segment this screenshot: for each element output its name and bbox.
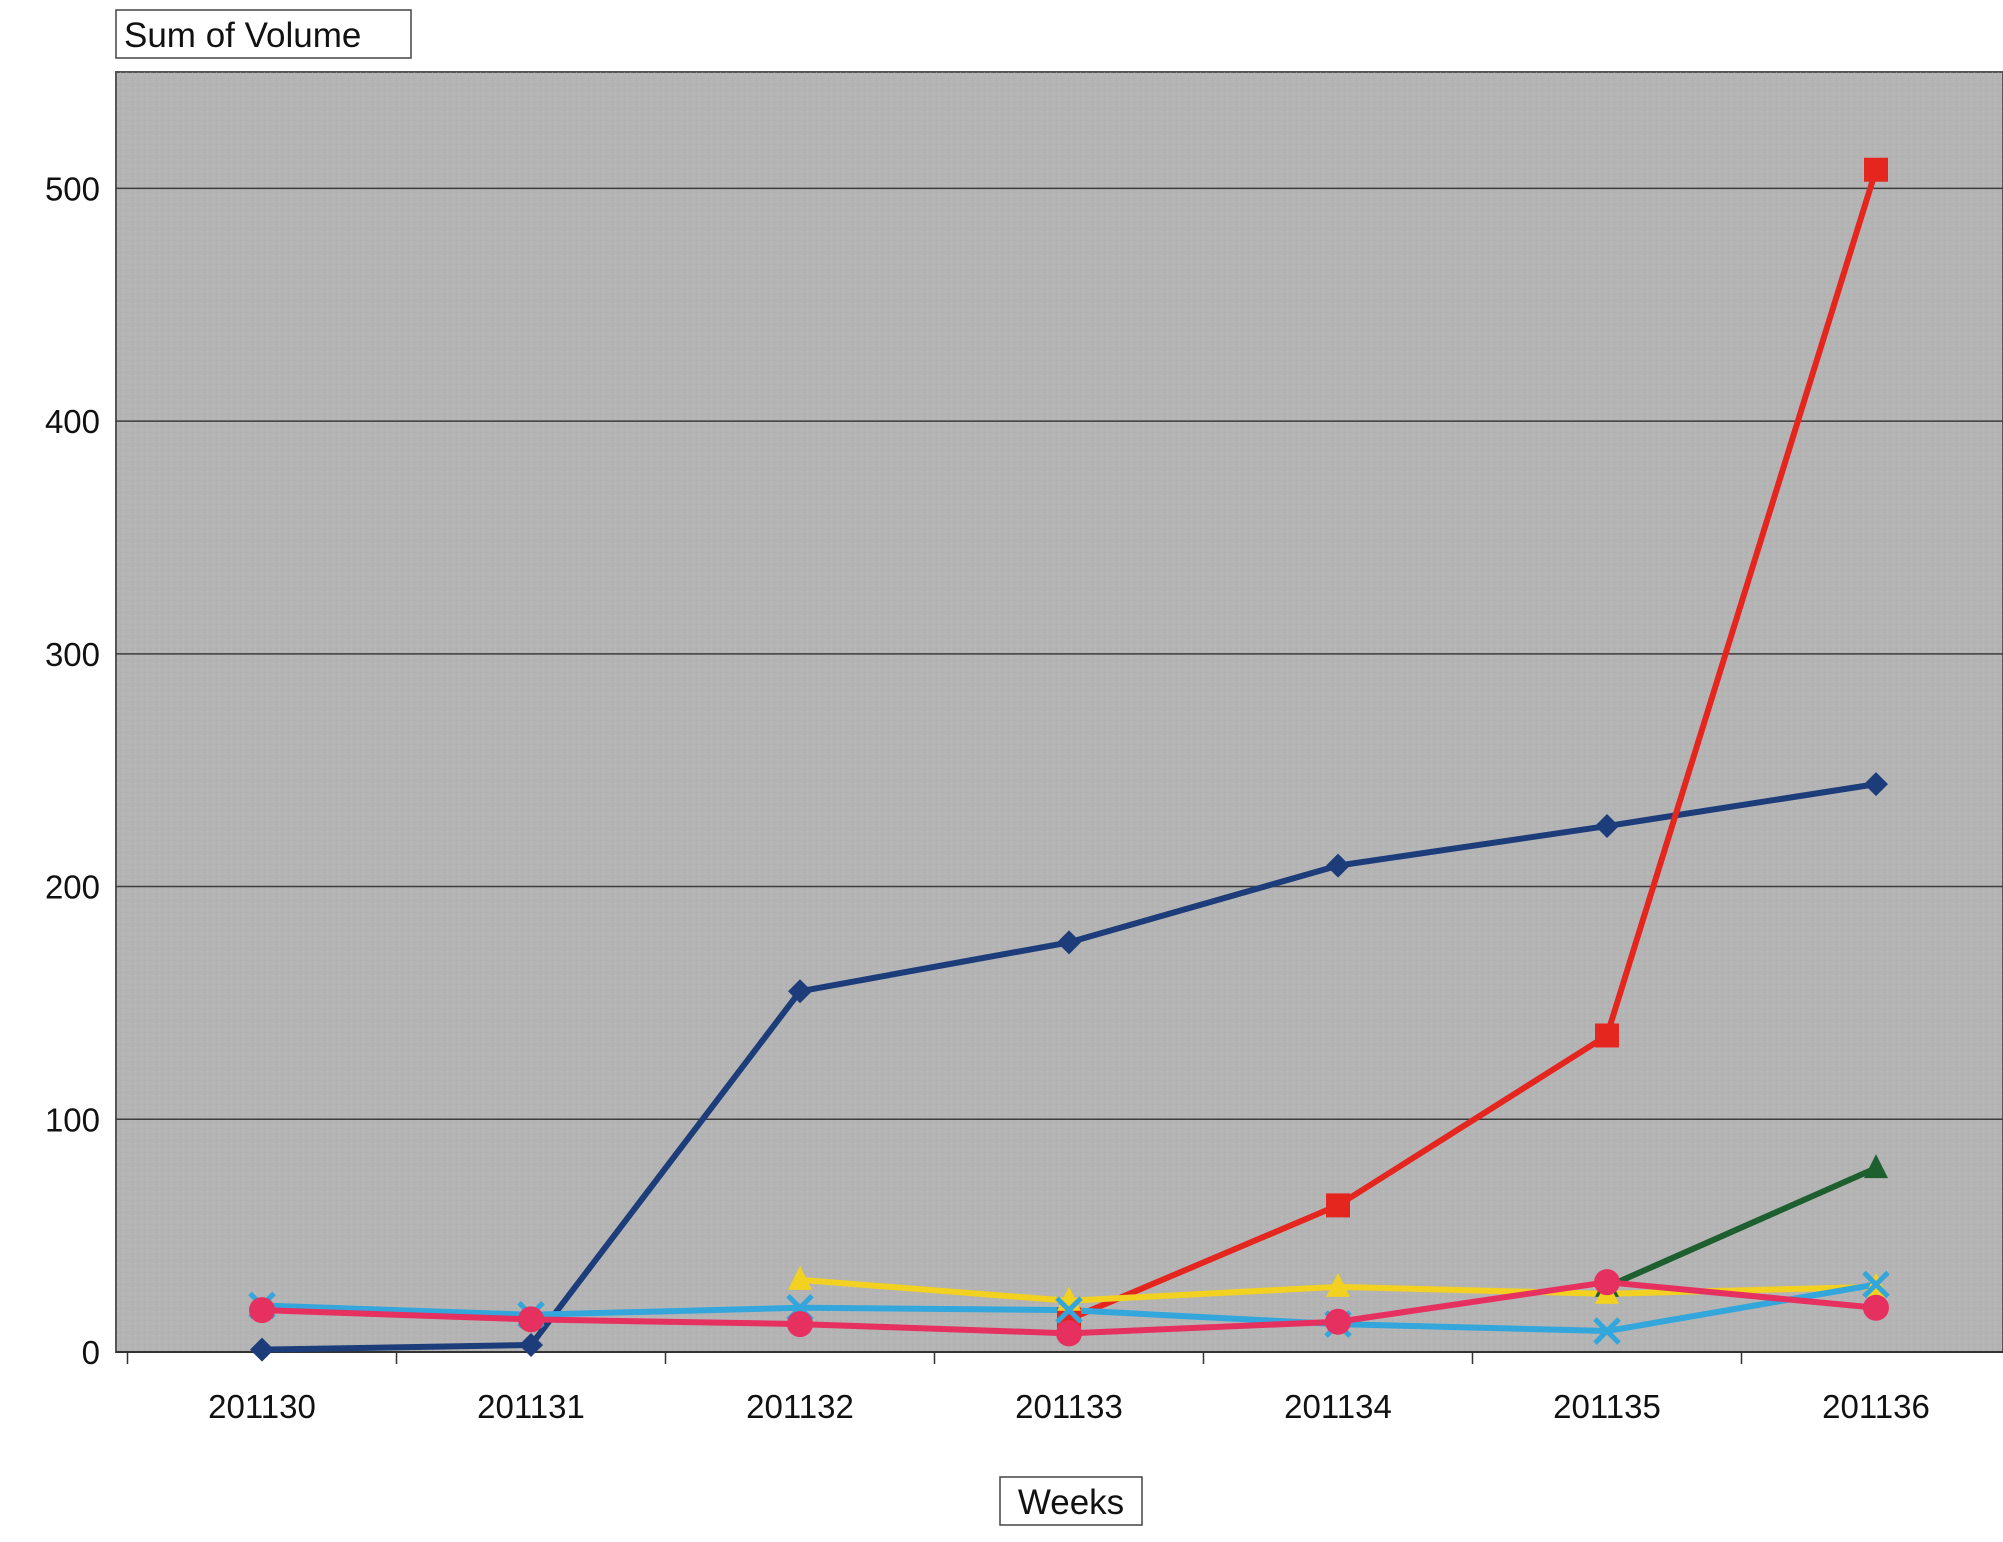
x-tick-label: 201133 — [1015, 1388, 1123, 1425]
axes: 0 100 200 300 400 500 201130 201131 201132 201133… — [45, 170, 2003, 1425]
data-point-marker — [788, 1265, 812, 1290]
series-markers-group — [1057, 157, 1888, 1332]
data-point-marker — [1862, 1270, 1890, 1299]
x-axis-label-box: Weeks — [999, 1476, 1143, 1526]
data-point-marker — [1595, 814, 1619, 839]
x-tick-label: 201132 — [746, 1388, 854, 1425]
x-tick-label: 201134 — [1284, 1388, 1392, 1425]
data-point-marker — [519, 1333, 543, 1358]
data-point-marker — [1326, 1272, 1350, 1297]
x-tick-label: 201130 — [208, 1388, 316, 1425]
series-markers-group — [249, 1269, 1889, 1347]
data-point-marker — [518, 1306, 544, 1333]
data-point-marker — [1864, 1154, 1888, 1179]
data-point-marker — [1864, 157, 1888, 182]
data-point-marker — [1326, 1193, 1350, 1218]
x-axis-label: Weeks — [1018, 1483, 1124, 1522]
data-point-marker — [1325, 1308, 1351, 1335]
series-line — [1067, 168, 1879, 1323]
x-tick-label: 201131 — [477, 1388, 585, 1425]
y-tick-label: 400 — [45, 403, 100, 440]
data-point-marker — [249, 1297, 275, 1324]
gridlines — [116, 187, 2003, 1121]
y-tick-label: 100 — [45, 1101, 100, 1138]
chart-title: Sum of Volume — [124, 16, 361, 55]
data-point-marker — [1594, 1269, 1620, 1296]
x-tick-label: 201136 — [1822, 1388, 1930, 1425]
x-tick-label: 201135 — [1553, 1388, 1661, 1425]
series-markers — [248, 157, 1890, 1362]
data-point-marker — [1055, 1296, 1083, 1324]
y-tick-label: 500 — [45, 170, 100, 207]
y-tick-label: 200 — [45, 869, 100, 906]
data-point-marker — [1056, 1320, 1082, 1347]
data-point-marker — [1863, 1294, 1889, 1321]
chart-title-box: Sum of Volume — [115, 9, 412, 59]
series-line — [1605, 1165, 1878, 1290]
data-point-marker — [1326, 853, 1350, 878]
data-point-marker — [1057, 930, 1081, 955]
data-point-marker — [1593, 1317, 1621, 1345]
data-point-marker — [788, 979, 812, 1004]
plot-area-texture — [116, 72, 2003, 1352]
y-tick-label: 0 — [82, 1334, 100, 1371]
series-markers-group — [250, 772, 1888, 1362]
data-point-marker — [1595, 1023, 1619, 1048]
data-point-marker — [250, 1337, 274, 1362]
data-point-marker — [787, 1311, 813, 1338]
y-tick-label: 300 — [45, 636, 100, 673]
data-point-marker — [1864, 772, 1888, 797]
